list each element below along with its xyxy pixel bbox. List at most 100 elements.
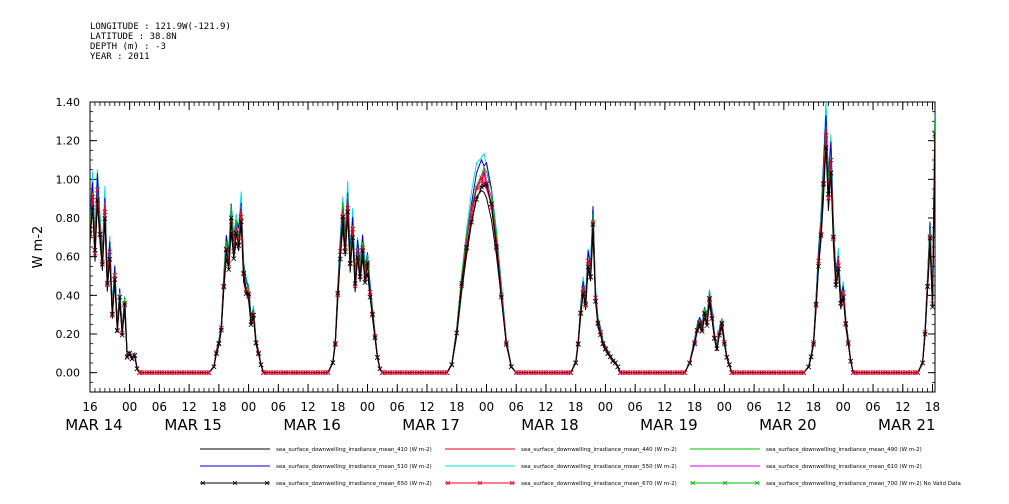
legend-marker — [722, 480, 728, 486]
series-marker — [335, 290, 341, 296]
series-marker — [578, 310, 584, 316]
series-marker — [377, 366, 383, 372]
series-line — [90, 128, 935, 374]
series-marker — [575, 341, 581, 347]
series-marker — [246, 291, 252, 297]
x-tick-label: 00 — [241, 400, 256, 414]
x-tick-label: 18 — [806, 400, 821, 414]
series-marker — [92, 247, 98, 253]
x-tick-label: 12 — [895, 400, 910, 414]
series-marker — [833, 282, 839, 288]
series-line — [90, 134, 935, 374]
series-marker — [600, 340, 606, 346]
series-marker — [823, 145, 829, 151]
legend-marker — [509, 480, 515, 486]
series-marker — [590, 219, 596, 225]
series-marker — [352, 283, 358, 289]
series-marker — [607, 354, 613, 360]
x-tick-label: 18 — [925, 400, 940, 414]
longitude-label: LONGITUDE : 121.9W(-121.9) — [90, 22, 231, 32]
axes-layer: 16 00 06 12 18 00 06 12 18 00 06 12 18 00 06 12 18 00 06 12… — [31, 96, 940, 434]
series-marker — [610, 358, 616, 364]
series-marker — [692, 341, 698, 347]
series-marker — [223, 246, 229, 252]
x-date-label: MAR 17 — [402, 416, 459, 434]
series-marker — [355, 255, 361, 261]
series-marker — [825, 191, 831, 197]
series-marker — [221, 284, 227, 290]
legend: sea_surface_downwelling_irradiance_mean_… — [200, 447, 961, 487]
series-marker — [248, 322, 254, 328]
series-line — [90, 125, 935, 374]
series-marker — [709, 315, 715, 321]
x-date-label: MAR 15 — [164, 416, 221, 434]
series-marker — [932, 136, 935, 142]
series-marker — [238, 214, 244, 220]
series-marker — [615, 364, 621, 370]
series-marker — [109, 312, 115, 318]
series-marker — [90, 204, 95, 210]
series-marker — [479, 175, 485, 181]
series-marker — [134, 366, 140, 372]
series-marker — [597, 332, 603, 338]
x-tick-label: 06 — [390, 400, 405, 414]
series-marker — [811, 341, 817, 347]
series-marker — [107, 249, 113, 255]
x-tick-label: 18 — [211, 400, 226, 414]
series-marker — [94, 197, 100, 203]
series-marker — [503, 341, 509, 347]
x-tick-label: 12 — [776, 400, 791, 414]
x-tick-label: 06 — [746, 400, 761, 414]
series-marker — [930, 304, 935, 310]
x-tick-label: 00 — [717, 400, 732, 414]
series-marker — [697, 319, 703, 325]
series-marker — [256, 351, 261, 357]
series-marker — [716, 332, 722, 338]
legend-marker — [232, 480, 238, 486]
series-marker — [109, 311, 115, 317]
series-marker — [444, 370, 450, 376]
series-marker — [474, 185, 480, 191]
series-marker — [365, 260, 371, 266]
series-marker — [927, 235, 933, 241]
legend-label: sea_surface_downwelling_irradiance_mean_… — [276, 447, 432, 453]
series-marker — [612, 360, 618, 366]
x-tick-label: 00 — [122, 400, 137, 414]
series-marker — [818, 233, 824, 239]
legend-label: sea_surface_downwelling_irradiance_mean_… — [521, 481, 677, 487]
series-marker — [590, 221, 596, 227]
series-marker — [90, 230, 93, 236]
series-marker — [97, 231, 103, 237]
series-marker — [580, 291, 586, 297]
series-marker — [370, 311, 375, 317]
series-marker — [707, 295, 712, 301]
series-marker — [848, 358, 854, 364]
legend-label: sea_surface_downwelling_irradiance_mean_… — [766, 481, 961, 487]
series-line — [90, 134, 935, 374]
series-marker — [469, 219, 475, 225]
series-layer — [90, 102, 935, 376]
series-marker — [481, 183, 487, 189]
series-marker — [357, 274, 363, 280]
series-marker — [90, 231, 93, 237]
series-marker — [251, 312, 257, 318]
x-date-label: MAR 20 — [759, 416, 816, 434]
series-marker — [925, 284, 931, 290]
series-marker — [241, 270, 247, 276]
legend-label: sea_surface_downwelling_irradiance_mean_… — [276, 481, 432, 487]
legend-marker — [754, 480, 760, 486]
x-tick-label: 12 — [300, 400, 315, 414]
series-marker — [94, 187, 100, 193]
series-marker — [340, 214, 346, 220]
x-tick-label: 18 — [449, 400, 464, 414]
series-marker — [345, 209, 351, 215]
series-marker — [699, 328, 705, 334]
series-marker — [823, 132, 829, 138]
plot-area — [90, 102, 935, 376]
x-tick-label: 06 — [509, 400, 524, 414]
series-marker — [350, 235, 356, 240]
series-marker — [127, 350, 133, 356]
x-tick-label: 12 — [181, 400, 196, 414]
series-marker — [508, 364, 514, 370]
